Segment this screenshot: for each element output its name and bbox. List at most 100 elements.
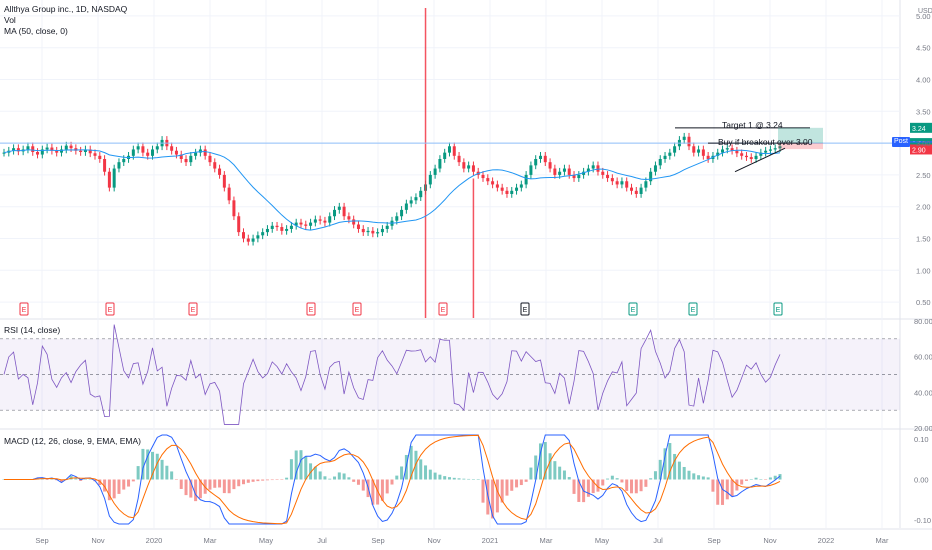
candle-body <box>88 149 92 154</box>
candle-body <box>730 148 734 151</box>
macd-histogram-bar <box>270 479 274 481</box>
time-tick-label: Mar <box>876 536 889 545</box>
macd-pane[interactable] <box>2 434 782 525</box>
macd-histogram-bar <box>289 459 293 480</box>
candle-body <box>409 200 413 204</box>
candle-body <box>759 152 763 156</box>
price-tick-label: 4.50 <box>916 44 931 53</box>
time-tick-label: May <box>595 536 609 545</box>
macd-histogram-bar <box>754 477 758 480</box>
price-tick-label: 1.50 <box>916 235 931 244</box>
macd-histogram-bar <box>361 479 365 491</box>
candle-body <box>232 200 236 217</box>
candle-body <box>265 228 269 233</box>
candle-body <box>112 168 116 188</box>
macd-histogram-bar <box>687 470 691 480</box>
macd-histogram-bar <box>400 466 404 480</box>
candle-body <box>146 152 150 156</box>
earnings-marker <box>306 302 316 316</box>
macd-histogram-bar <box>701 476 705 480</box>
candle-body <box>141 146 145 153</box>
candle-body <box>184 159 188 163</box>
candle-body <box>548 162 552 169</box>
candle-body <box>630 187 634 191</box>
macd-histogram-bar <box>572 479 576 494</box>
macd-histogram-bar <box>620 479 624 483</box>
macd-histogram-bar <box>107 479 111 501</box>
macd-histogram-bar <box>323 476 327 480</box>
candle-body <box>309 222 313 226</box>
candle-body <box>572 174 576 179</box>
macd-histogram-bar <box>246 479 250 483</box>
price-tag-label: 3.24 <box>912 126 926 133</box>
price-tick-label: 3.50 <box>916 107 931 116</box>
candle-body <box>289 225 293 229</box>
macd-histogram-bar <box>117 479 121 494</box>
rsi-pane[interactable] <box>0 324 900 425</box>
candle-body <box>400 209 404 217</box>
price-tick-label: 5.00 <box>916 12 931 21</box>
macd-histogram-bar <box>184 479 188 496</box>
earnings-marker-label: E <box>523 307 528 314</box>
macd-histogram-bar <box>606 478 610 480</box>
earnings-marker-label: E <box>22 307 27 314</box>
time-tick-label: Mar <box>204 536 217 545</box>
candle-body <box>519 184 523 188</box>
macd-histogram-bar <box>577 479 581 502</box>
macd-histogram-bar <box>510 479 514 491</box>
macd-histogram-bar <box>658 459 662 480</box>
macd-histogram-bar <box>749 479 753 480</box>
candle-body <box>26 146 30 150</box>
candle-body <box>69 145 73 149</box>
macd-histogram-bar <box>294 450 298 480</box>
candle-body <box>16 148 20 152</box>
time-tick-label: Jul <box>653 536 663 545</box>
macd-histogram-bar <box>213 479 217 488</box>
macd-histogram-bar <box>548 453 552 480</box>
candle-body <box>50 147 54 151</box>
earnings-marker <box>438 302 448 316</box>
chart-axes: 5.00 4.50 4.00 3.50 3.00 2.50 2.00 1.50 1.00 0.50… <box>35 12 932 545</box>
candle-body <box>45 147 49 150</box>
macd-histogram-bar <box>553 461 557 480</box>
candle-body <box>510 190 514 194</box>
candle-body <box>606 174 610 179</box>
candle-body <box>682 136 686 140</box>
macd-histogram-bar <box>428 469 432 480</box>
earnings-marker-label: E <box>191 307 196 314</box>
macd-histogram-bar <box>189 479 193 498</box>
candle-body <box>764 150 768 153</box>
macd-histogram-bar <box>328 478 332 480</box>
time-tick-label: Sep <box>35 536 48 545</box>
candle-body <box>36 152 40 155</box>
earnings-marker <box>19 302 29 316</box>
time-tick-label: Sep <box>707 536 720 545</box>
candle-body <box>553 168 557 175</box>
candle-body <box>447 146 451 153</box>
candle-body <box>64 145 68 150</box>
macd-histogram-bar <box>481 479 485 503</box>
candle-body <box>333 209 337 217</box>
macd-histogram-bar <box>237 479 241 487</box>
candle-body <box>577 174 581 179</box>
price-tick-label: 3.00 <box>916 139 931 148</box>
volume-legend: Vol <box>4 15 16 25</box>
candle-body <box>673 146 677 153</box>
macd-tick-label: 0.00 <box>914 476 929 485</box>
candle-body <box>462 162 466 169</box>
macd-histogram-bar <box>333 476 337 480</box>
macd-histogram-bar <box>697 475 701 480</box>
candle-body <box>663 155 667 159</box>
macd-histogram-bar <box>275 479 279 480</box>
time-tick-label: Nov <box>91 536 105 545</box>
price-tag <box>910 122 932 133</box>
candle-body <box>198 149 202 153</box>
candle-body <box>740 153 744 156</box>
macd-histogram-bar <box>165 465 169 480</box>
candle-body <box>634 190 638 194</box>
candle-body <box>285 228 289 231</box>
candle-body <box>735 150 739 154</box>
macd-histogram-bar <box>74 478 78 480</box>
